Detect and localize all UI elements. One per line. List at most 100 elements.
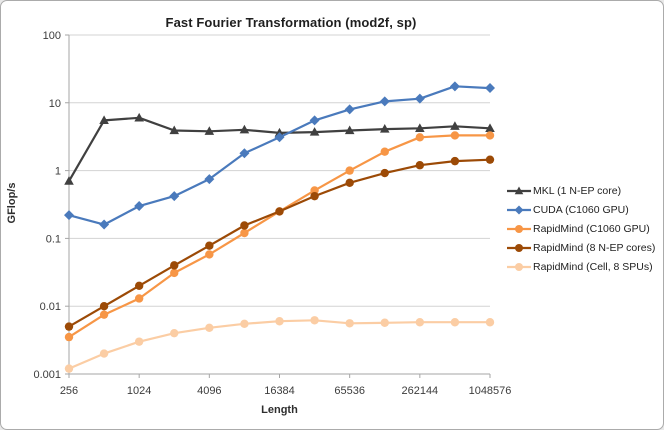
legend-label: RapidMind (8 N-EP cores) bbox=[533, 241, 656, 254]
circle-marker bbox=[415, 133, 425, 142]
circle-marker bbox=[99, 349, 109, 358]
triangle-marker bbox=[99, 115, 109, 125]
circle-marker bbox=[64, 322, 74, 331]
series-line bbox=[67, 116, 492, 183]
diamond-marker bbox=[449, 81, 460, 92]
circle-marker bbox=[240, 319, 249, 329]
circle-marker bbox=[240, 221, 249, 230]
circle-marker bbox=[170, 261, 179, 270]
triangle-marker bbox=[344, 125, 355, 135]
circle-marker bbox=[240, 228, 249, 238]
triangle-marker bbox=[274, 127, 285, 137]
x-tick-label: 1048576 bbox=[469, 385, 512, 397]
circle-marker bbox=[450, 131, 460, 140]
y-tick-label: 10 bbox=[49, 98, 61, 110]
circle-marker bbox=[99, 310, 109, 319]
circle-marker bbox=[485, 318, 495, 327]
triangle-marker bbox=[239, 124, 250, 134]
legend-label: RapidMind (C1060 GPU) bbox=[533, 222, 650, 235]
circle-marker bbox=[205, 250, 214, 259]
circle-marker bbox=[345, 178, 354, 188]
triangle-marker bbox=[134, 112, 144, 122]
circle-marker bbox=[134, 294, 144, 303]
y-tick-label: 0.01 bbox=[40, 301, 61, 313]
circle-marker bbox=[485, 155, 495, 164]
circle-marker bbox=[485, 131, 495, 140]
diamond-marker bbox=[239, 148, 250, 159]
circle-marker bbox=[134, 337, 144, 346]
circle-marker bbox=[380, 318, 389, 327]
diamond-marker bbox=[379, 96, 390, 107]
circle-marker bbox=[275, 317, 284, 326]
circle-marker bbox=[450, 156, 460, 166]
x-tick-label: 16384 bbox=[264, 385, 295, 397]
circle-marker bbox=[64, 364, 74, 373]
circle-legend-marker-icon bbox=[507, 243, 531, 252]
legend-label: MKL (1 N-EP core) bbox=[533, 184, 622, 197]
diamond-marker bbox=[169, 191, 180, 202]
legend-label: CUDA (C1060 GPU) bbox=[533, 203, 629, 216]
circle-marker bbox=[345, 166, 354, 175]
circle-marker bbox=[99, 302, 109, 311]
series-line bbox=[67, 85, 492, 226]
circle-marker bbox=[415, 161, 425, 170]
circle-marker bbox=[170, 268, 179, 278]
chart-title: Fast Fourier Transformation (mod2f, sp) bbox=[165, 15, 417, 30]
circle-marker bbox=[310, 191, 319, 201]
x-tick-label: 4096 bbox=[197, 385, 221, 397]
legend-item: RapidMind (8 N-EP cores) bbox=[507, 238, 663, 257]
diamond-marker bbox=[204, 174, 215, 185]
triangle-marker bbox=[169, 125, 180, 135]
diamond-marker bbox=[134, 201, 145, 212]
circle-marker bbox=[170, 328, 179, 338]
y-tick-label: 100 bbox=[43, 30, 61, 42]
circle-marker bbox=[205, 323, 214, 333]
circle-marker bbox=[64, 332, 74, 342]
circle-legend-marker-icon bbox=[507, 262, 531, 271]
x-tick-label: 256 bbox=[60, 385, 78, 397]
triangle-marker bbox=[309, 127, 320, 136]
legend-item: RapidMind (C1060 GPU) bbox=[507, 219, 663, 238]
triangle-marker bbox=[204, 126, 215, 135]
diamond-marker bbox=[309, 115, 320, 126]
circle-marker bbox=[275, 207, 284, 216]
x-tick-label: 65536 bbox=[334, 385, 365, 397]
legend: MKL (1 N-EP core) CUDA (C1060 GPU) RapidMi… bbox=[507, 181, 663, 276]
triangle-marker bbox=[379, 124, 390, 133]
circle-marker bbox=[450, 318, 460, 327]
x-axis-title: Length bbox=[261, 404, 298, 416]
diamond-marker bbox=[99, 219, 110, 230]
circle-marker bbox=[205, 241, 214, 250]
triangle-marker bbox=[450, 121, 460, 130]
circle-marker bbox=[345, 319, 354, 328]
legend-item: MKL (1 N-EP core) bbox=[507, 181, 663, 200]
diamond-marker bbox=[485, 83, 495, 94]
triangle-legend-marker-icon bbox=[507, 186, 531, 194]
diamond-legend-marker-icon bbox=[507, 205, 531, 214]
y-tick-label: 0.001 bbox=[33, 369, 61, 381]
legend-item: CUDA (C1060 GPU) bbox=[507, 200, 663, 219]
x-tick-label: 262144 bbox=[401, 385, 438, 397]
series-line bbox=[67, 134, 492, 339]
circle-marker bbox=[134, 281, 144, 290]
diamond-marker bbox=[274, 132, 285, 143]
circle-marker bbox=[380, 147, 389, 156]
diamond-marker bbox=[64, 210, 74, 221]
x-tick-label: 1024 bbox=[127, 385, 151, 397]
legend-label: RapidMind (Cell, 8 SPUs) bbox=[533, 260, 653, 273]
circle-marker bbox=[310, 316, 319, 325]
circle-legend-marker-icon bbox=[507, 224, 531, 233]
circle-marker bbox=[415, 318, 425, 327]
circle-marker bbox=[380, 168, 389, 178]
triangle-marker bbox=[485, 123, 495, 132]
diamond-marker bbox=[414, 93, 425, 104]
triangle-marker bbox=[415, 123, 425, 132]
diamond-marker bbox=[344, 104, 355, 115]
legend-item: RapidMind (Cell, 8 SPUs) bbox=[507, 257, 663, 276]
y-tick-label: 0.1 bbox=[46, 233, 61, 245]
triangle-marker bbox=[64, 176, 74, 185]
series-line bbox=[67, 319, 492, 370]
y-tick-label: 1 bbox=[55, 166, 61, 178]
